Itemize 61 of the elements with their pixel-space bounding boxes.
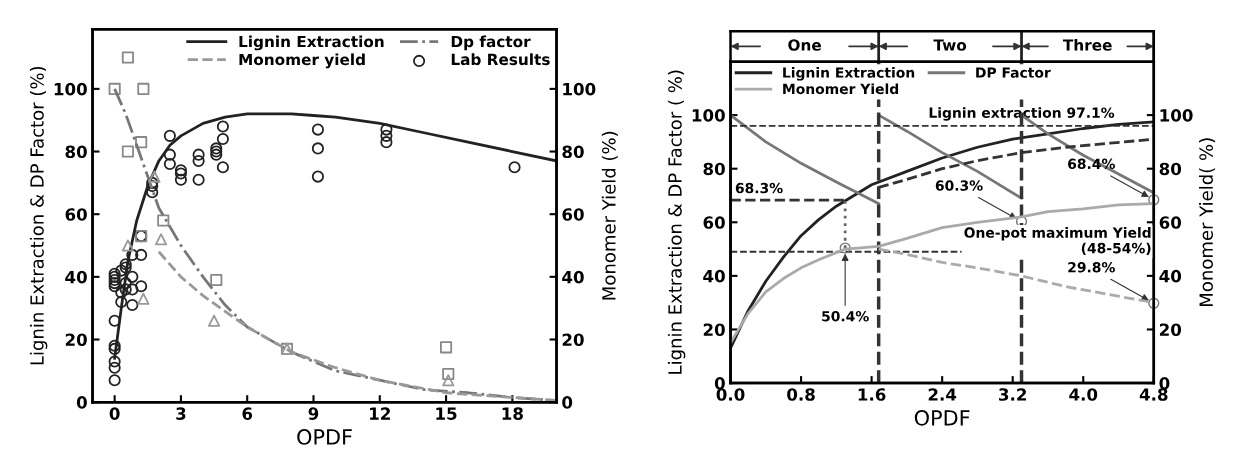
x-tick-label: 9 xyxy=(308,407,319,420)
x-axis-title: OPDF xyxy=(914,409,970,426)
text: One xyxy=(788,39,821,51)
y-tick-label: 60 xyxy=(65,208,87,221)
y2-tick-label: 80 xyxy=(1159,162,1182,176)
y2-tick-label: 100 xyxy=(1160,109,1193,122)
y2-tick-label: 20 xyxy=(562,333,584,347)
y-tick-label: 60 xyxy=(703,216,725,229)
y-tick-label: 40 xyxy=(703,269,725,283)
x-tick-label: 3.2 xyxy=(999,388,1027,401)
x-tick-label: 6 xyxy=(242,407,253,420)
y2-tick-label: 40 xyxy=(562,270,584,284)
y-tick-label: 20 xyxy=(703,323,725,337)
y2-tick-label: 60 xyxy=(1159,216,1182,229)
y2-tick-label: 0 xyxy=(562,396,573,409)
y-tick-label: 100 xyxy=(692,109,725,122)
annotation: 68.3% xyxy=(735,182,783,194)
x-tick-label: 0.0 xyxy=(716,388,745,401)
legend-label: Lignin Extraction xyxy=(783,67,915,81)
x-tick-label: 4.0 xyxy=(1069,388,1098,401)
annotation: Lignin extraction 97.1% xyxy=(929,107,1115,121)
text: Two xyxy=(933,39,967,51)
x-tick-label: 15 xyxy=(436,407,457,420)
y-axis-title: Lignin Extraction & DP Factor ( %) xyxy=(667,70,686,374)
y2-tick-label: 80 xyxy=(562,145,584,159)
y-tick-label: 40 xyxy=(65,270,87,284)
legend-label: Monomer yield xyxy=(239,53,365,69)
annotation: 68.4% xyxy=(1068,158,1115,170)
y-tick-label: 20 xyxy=(65,333,87,347)
y2-axis-title: Monomer Yield (%) xyxy=(601,131,618,300)
x-tick-label: 12 xyxy=(370,407,390,420)
legend-label: Lab Results xyxy=(451,53,550,66)
y2-tick-label: 100 xyxy=(563,82,596,96)
y2-axis-title: Monomer Yield( %) xyxy=(1199,138,1216,306)
y2-tick-label: 40 xyxy=(1159,269,1182,283)
annotation: 29.8% xyxy=(1068,262,1115,273)
y2-tick-label: 60 xyxy=(562,208,584,221)
y2-tick-label: 20 xyxy=(1159,323,1182,337)
legend-label: DP Factor xyxy=(976,67,1051,78)
annotation: One-pot maximum Yield (48-54%) xyxy=(964,227,1151,256)
legend-label: Lignin Extraction xyxy=(239,35,384,51)
x-tick-label: 3 xyxy=(176,407,186,420)
y-tick-label: 100 xyxy=(54,82,87,96)
legend-label: Monomer Yield xyxy=(783,83,899,95)
x-tick-label: 1.6 xyxy=(858,388,886,401)
y-tick-label: 0 xyxy=(714,377,725,390)
x-tick-label: 0 xyxy=(109,407,120,420)
x-tick-label: 4.8 xyxy=(1139,388,1168,401)
x-axis-title: OPDF xyxy=(297,429,352,445)
x-tick-label: 0.8 xyxy=(787,388,815,401)
y2-tick-label: 0 xyxy=(1159,377,1170,390)
y-tick-label: 80 xyxy=(703,162,725,176)
y-tick-label: 80 xyxy=(65,145,87,159)
x-tick-label: 18 xyxy=(502,407,523,420)
legend-label: Dp factor xyxy=(451,35,531,51)
text: Three xyxy=(1062,38,1112,51)
y-axis-title: Lignin Extraction & DP Factor (%) xyxy=(29,66,48,365)
annotation: 50.4% xyxy=(822,310,869,322)
x-tick-label: 2.4 xyxy=(928,388,957,401)
annotation: 60.3% xyxy=(935,180,983,191)
y-tick-label: 0 xyxy=(76,396,87,409)
